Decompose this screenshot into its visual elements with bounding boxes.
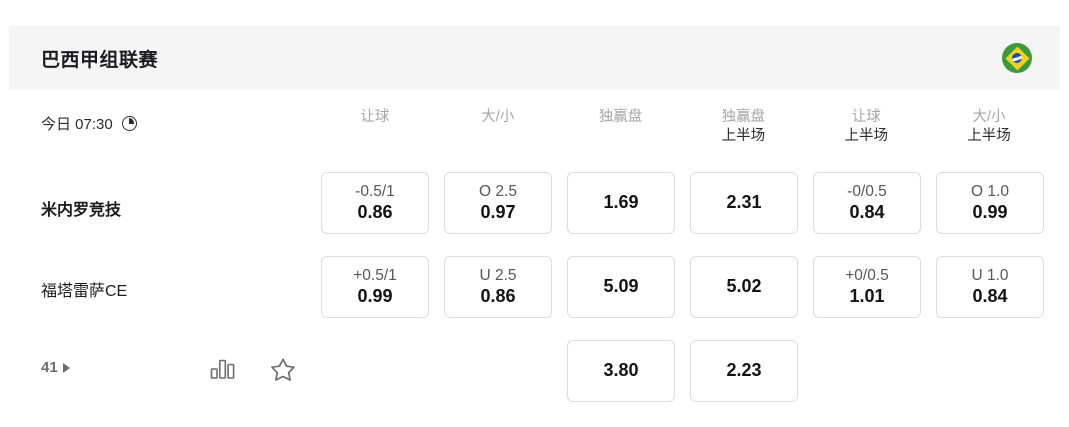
column-header-line1: 独赢盘 xyxy=(598,109,643,125)
column-header-over-under-first-half[interactable]: 大/小 上半场 xyxy=(935,108,1043,146)
odds-line: U 1.0 xyxy=(971,267,1009,285)
odds-price: 2.31 xyxy=(726,192,762,213)
league-header[interactable]: 巴西甲组联赛 xyxy=(9,26,1060,90)
odds-cell[interactable]: +0.5/1 0.99 xyxy=(321,256,429,318)
odds-price: 3.80 xyxy=(603,360,639,381)
odds-price: 0.84 xyxy=(972,285,1008,306)
column-header-line1: 独赢盘 xyxy=(721,109,766,125)
odds-price: 5.02 xyxy=(726,276,762,297)
match-footer: 41 xyxy=(41,357,311,387)
odds-line: O 2.5 xyxy=(479,183,517,201)
odds-row-draw: 3.80 2.23 xyxy=(321,340,1044,402)
column-header-handicap[interactable]: 让球 xyxy=(321,108,429,146)
odds-line: +0/0.5 xyxy=(845,267,889,285)
column-header-moneyline-first-half[interactable]: 独赢盘 上半场 xyxy=(689,108,797,146)
odds-price: 5.09 xyxy=(603,276,639,297)
brazil-flag-icon xyxy=(1002,43,1032,73)
odds-price: 0.99 xyxy=(972,201,1008,222)
odds-row-away: +0.5/1 0.99 U 2.5 0.86 5.09 5.02 +0/0.5 … xyxy=(321,256,1044,318)
odds-cell[interactable]: 5.09 xyxy=(567,256,675,318)
bar-chart-icon[interactable] xyxy=(210,357,236,381)
odds-line: -0.5/1 xyxy=(355,183,395,201)
column-header-moneyline[interactable]: 独赢盘 xyxy=(567,108,675,146)
odds-cell[interactable]: 1.69 xyxy=(567,172,675,234)
away-team-name[interactable]: 福塔雷萨CE xyxy=(41,283,128,300)
caret-right-icon xyxy=(62,362,70,373)
odds-cell[interactable]: 3.80 xyxy=(567,340,675,402)
odds-line: O 1.0 xyxy=(971,183,1009,201)
odds-cell[interactable]: O 1.0 0.99 xyxy=(936,172,1044,234)
odds-price: 0.86 xyxy=(357,201,393,222)
odds-price: 0.99 xyxy=(357,285,393,306)
column-header-handicap-first-half[interactable]: 让球 上半场 xyxy=(812,108,920,146)
column-header-line2: 上半场 xyxy=(844,128,888,145)
odds-cell-placeholder xyxy=(936,340,1044,402)
odds-cell[interactable]: 2.23 xyxy=(690,340,798,402)
odds-cell[interactable]: U 2.5 0.86 xyxy=(444,256,552,318)
odds-cell-placeholder xyxy=(321,340,429,402)
odds-line: U 2.5 xyxy=(479,267,517,285)
odds-row-home: -0.5/1 0.86 O 2.5 0.97 1.69 2.31 -0/0.5 … xyxy=(321,172,1044,234)
odds-price: 2.23 xyxy=(726,360,762,381)
odds-price: 1.01 xyxy=(849,285,885,306)
clock-wedge xyxy=(129,118,135,124)
more-markets-count: 41 xyxy=(41,359,58,376)
odds-grid: -0.5/1 0.86 O 2.5 0.97 1.69 2.31 -0/0.5 … xyxy=(321,172,1044,402)
odds-line: +0.5/1 xyxy=(353,267,397,285)
column-header-line1: 让球 xyxy=(851,109,881,125)
odds-price: 0.84 xyxy=(849,201,885,222)
more-markets-button[interactable]: 41 xyxy=(41,359,70,376)
column-header-line1: 大/小 xyxy=(972,109,1006,125)
clock-icon xyxy=(121,116,137,131)
odds-cell[interactable]: -0.5/1 0.86 xyxy=(321,172,429,234)
match-time: 今日 07:30 xyxy=(41,116,113,133)
odds-cell[interactable]: U 1.0 0.84 xyxy=(936,256,1044,318)
odds-line: -0/0.5 xyxy=(847,183,887,201)
odds-cell[interactable]: 2.31 xyxy=(690,172,798,234)
star-outline-icon[interactable] xyxy=(269,357,297,383)
column-header-line1: 大/小 xyxy=(481,109,515,125)
home-team-name[interactable]: 米内罗竞技 xyxy=(41,202,122,219)
odds-price: 0.97 xyxy=(480,201,516,222)
column-header-line1: 让球 xyxy=(360,109,390,125)
column-header-line2: 上半场 xyxy=(967,128,1011,145)
odds-cell-placeholder xyxy=(444,340,552,402)
match-meta: 今日 07:30 xyxy=(41,113,137,134)
column-header-line2: 上半场 xyxy=(721,128,766,145)
market-column-headers: 让球 大/小 独赢盘 独赢盘 上半场 让球 上半场 大/小 上半场 xyxy=(321,108,1043,146)
league-title: 巴西甲组联赛 xyxy=(41,49,159,71)
odds-cell[interactable]: 5.02 xyxy=(690,256,798,318)
odds-price: 0.86 xyxy=(480,285,516,306)
flag-band xyxy=(1012,54,1022,63)
odds-cell-placeholder xyxy=(813,340,921,402)
odds-cell[interactable]: O 2.5 0.97 xyxy=(444,172,552,234)
flag-globe xyxy=(1012,53,1022,63)
odds-cell[interactable]: +0/0.5 1.01 xyxy=(813,256,921,318)
column-header-over-under[interactable]: 大/小 xyxy=(444,108,552,146)
odds-price: 1.69 xyxy=(603,192,639,213)
odds-cell[interactable]: -0/0.5 0.84 xyxy=(813,172,921,234)
